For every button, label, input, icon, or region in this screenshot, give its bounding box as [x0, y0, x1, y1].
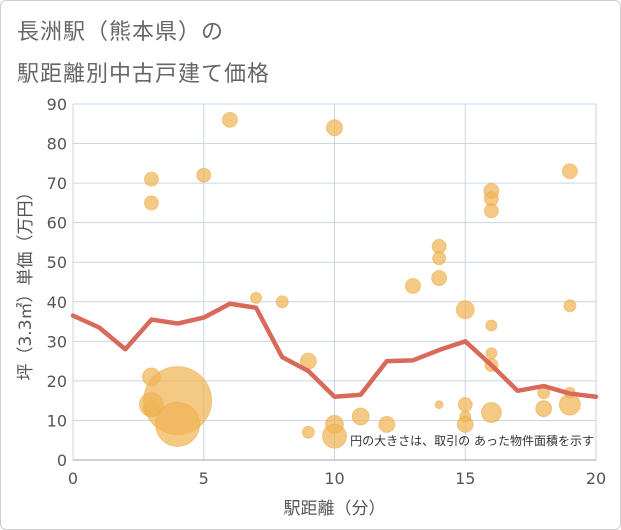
bubble-point [275, 295, 289, 309]
bubble-point [485, 319, 498, 332]
bubble-point [483, 203, 499, 219]
bubble-point [322, 423, 347, 449]
bubble-point [351, 407, 370, 426]
y-tick-label: 0 [57, 451, 67, 470]
bubble-point [558, 393, 581, 416]
y-tick-label: 50 [47, 253, 67, 272]
bubble-point [326, 119, 343, 137]
bubble-point [535, 400, 553, 418]
bubble-point [155, 401, 201, 447]
x-tick-label: 0 [68, 469, 78, 488]
bubble-point [480, 402, 502, 424]
bubble-point [432, 251, 447, 266]
bubble-point [196, 167, 212, 183]
x-axis-label: 駅距離（分） [284, 499, 386, 519]
bubble-point [457, 397, 473, 413]
bubble-point [143, 171, 159, 187]
x-tick-label: 5 [199, 469, 209, 488]
bubble-point [301, 425, 315, 439]
x-tick-label: 20 [586, 469, 606, 488]
y-tick-label: 20 [47, 372, 67, 391]
x-tick-label: 10 [324, 469, 344, 488]
bubble-point [221, 111, 238, 128]
y-tick-label: 90 [47, 95, 67, 114]
bubble-point [378, 415, 396, 433]
bubble-point [561, 163, 578, 180]
bubble-point [455, 300, 475, 320]
y-tick-label: 30 [47, 332, 67, 351]
bubble-point [563, 299, 577, 313]
bubble-point [143, 195, 159, 211]
chart-annotation: 円の大きさは、取引の あった物件面積を示す [350, 433, 594, 448]
bubble-point [404, 277, 421, 294]
y-tick-label: 40 [47, 293, 67, 312]
bubble-point [456, 415, 474, 433]
y-tick-label: 80 [47, 135, 67, 154]
y-tick-label: 60 [47, 214, 67, 233]
x-tick-label: 15 [455, 469, 475, 488]
chart-title-line1: 長洲駅（熊本県）の [17, 20, 225, 45]
chart-title-line2: 駅距離別中古戸建て価格 [17, 62, 271, 87]
y-tick-label: 70 [47, 174, 67, 193]
bubble-point [434, 400, 444, 410]
bubble-point [250, 291, 263, 304]
bubble-point [485, 347, 498, 360]
bubble-point [431, 270, 448, 287]
y-tick-label: 10 [47, 411, 67, 430]
average-price-line [70, 301, 599, 399]
y-axis-label: 坪（3.3㎡）単価（万円） [16, 183, 36, 380]
